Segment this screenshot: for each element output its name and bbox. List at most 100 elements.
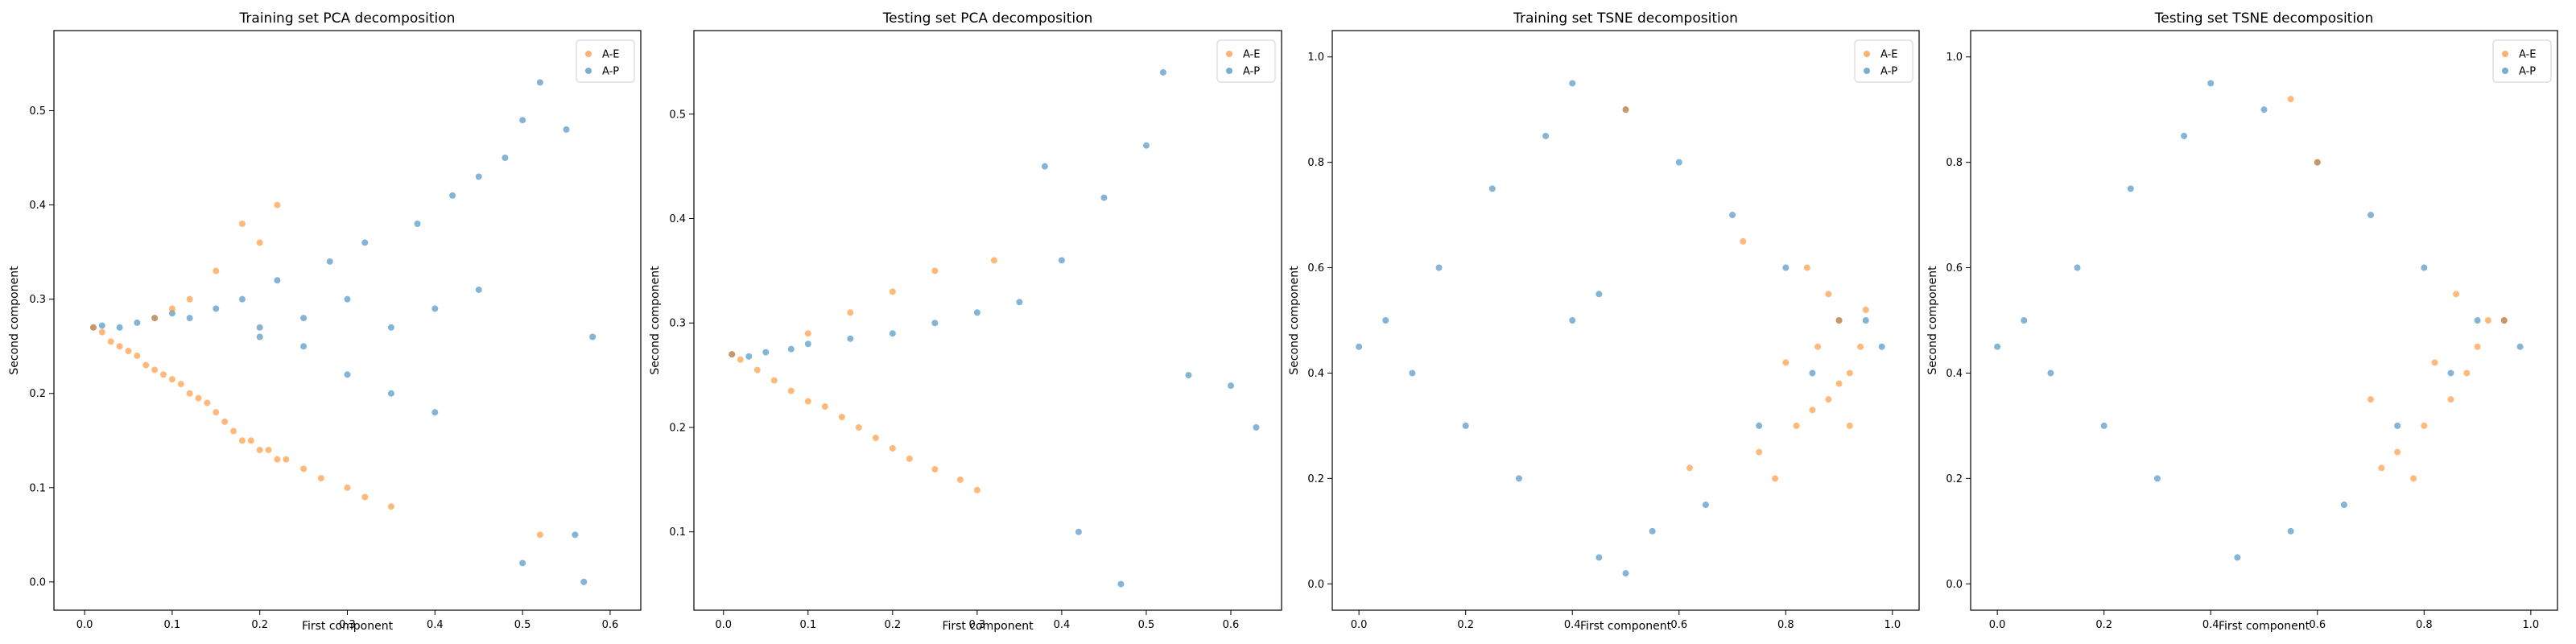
point-a-p <box>2153 475 2161 482</box>
point-a-p <box>1409 369 1416 377</box>
point-a-p <box>580 578 588 585</box>
panel-testing-tsne: Testing set TSNE decomposition First com… <box>1926 10 2558 633</box>
ticks-training-pca: 0.0 0.1 0.2 0.3 0.4 0.5 0.6 0.0 0.1 0.2 0.3 0.4 0.5 <box>29 105 618 631</box>
point-a-e <box>125 348 132 355</box>
ytick-label: 1.0 <box>1946 52 1963 64</box>
point-a-p <box>1462 422 1469 429</box>
point-a-e <box>1772 475 1779 482</box>
point-a-p <box>344 295 351 303</box>
point-a-p <box>1117 580 1125 588</box>
point-a-p <box>1649 527 1656 535</box>
point-a-e <box>1846 369 1853 377</box>
point-a-p <box>238 295 246 303</box>
title-testing-tsne: Testing set TSNE decomposition <box>2154 10 2374 27</box>
point-a-p <box>1994 343 2001 350</box>
legend-marker-a-p <box>2502 68 2508 74</box>
axes-frame-testing-tsne <box>1970 30 2558 611</box>
point-a-p <box>1809 369 1816 377</box>
point-a-p <box>1058 257 1065 264</box>
point-a-e <box>300 465 308 473</box>
point-a-e <box>317 475 324 482</box>
marks-training-tsne <box>1356 80 1885 577</box>
ylabel-testing-tsne: Second component <box>1926 266 1939 375</box>
point-a-e <box>2394 448 2401 456</box>
point-a-p <box>1756 422 1763 429</box>
ytick-label: 0.3 <box>669 318 686 330</box>
point-a-e <box>387 503 394 510</box>
legend-marker-a-e <box>585 51 592 57</box>
legend-marker-a-p <box>1226 68 1232 74</box>
xtick-label: 0.4 <box>427 619 444 631</box>
point-a-e <box>247 437 254 444</box>
point-a-e <box>213 409 220 416</box>
panel-training-pca: Training set PCA decomposition First com… <box>8 10 642 633</box>
point-a-p <box>1142 142 1150 149</box>
point-a-e <box>151 315 159 322</box>
point-a-e <box>256 239 263 246</box>
ytick-label: 0.8 <box>1307 157 1324 169</box>
xtick-label: 0.3 <box>339 619 356 631</box>
point-a-e <box>1740 237 1747 245</box>
point-a-p <box>1622 570 1629 577</box>
point-a-p <box>1675 159 1682 166</box>
xtick-label: 0.6 <box>1670 619 1687 631</box>
ytick-label: 0.0 <box>1946 579 1963 591</box>
xtick-label: 0.2 <box>1457 619 1474 631</box>
point-a-p <box>1782 264 1790 271</box>
point-a-p <box>536 79 543 86</box>
point-a-p <box>449 192 456 199</box>
point-a-e <box>1814 343 1822 350</box>
point-a-p <box>344 371 351 378</box>
point-a-e <box>1622 106 1629 114</box>
point-a-p <box>2394 422 2401 429</box>
ylabel-training-tsne: Second component <box>1288 266 1301 375</box>
point-a-e <box>256 446 263 453</box>
ytick-label: 0.6 <box>1307 262 1324 275</box>
point-a-e <box>168 305 175 312</box>
point-a-p <box>2021 317 2028 324</box>
point-a-e <box>2484 317 2491 324</box>
xtick-label: 0.8 <box>2416 619 2433 631</box>
point-a-p <box>256 333 263 341</box>
point-a-e <box>1803 264 1810 271</box>
xlabel-testing-tsne: First component <box>2219 620 2310 633</box>
point-a-p <box>1596 291 1603 298</box>
xlabel-training-tsne: First component <box>1580 620 1672 633</box>
point-a-e <box>2378 464 2385 472</box>
xtick-label: 0.2 <box>884 619 901 631</box>
point-a-e <box>990 257 997 264</box>
point-a-p <box>1569 80 1576 87</box>
point-a-e <box>1782 359 1790 366</box>
point-a-e <box>2431 359 2438 366</box>
axes-frame-training-tsne <box>1331 30 1920 611</box>
xtick-label: 0.6 <box>2309 619 2326 631</box>
point-a-e <box>2421 422 2428 429</box>
ytick-label: 0.3 <box>29 294 46 306</box>
xtick-label: 0.6 <box>602 619 619 631</box>
point-a-p <box>98 322 105 329</box>
point-a-e <box>872 434 879 441</box>
legend-testing-pca: A-E A-P <box>1216 39 1276 83</box>
title-training-tsne: Training set TSNE decomposition <box>1513 10 1738 27</box>
point-a-p <box>2368 212 2375 219</box>
ytick-label: 0.4 <box>1307 368 1324 380</box>
point-a-e <box>753 366 761 374</box>
ytick-label: 0.4 <box>1946 368 1963 380</box>
point-a-p <box>1159 68 1166 76</box>
point-a-e <box>2314 159 2321 166</box>
point-a-e <box>737 356 744 363</box>
point-a-p <box>804 341 811 348</box>
legend-label-a-e: A-E <box>2519 49 2537 61</box>
xtick-label: 0.5 <box>1138 619 1155 631</box>
point-a-e <box>906 455 913 462</box>
point-a-p <box>762 349 770 356</box>
ytick-label: 0.2 <box>1946 473 1963 485</box>
point-a-p <box>563 126 570 133</box>
ytick-label: 0.4 <box>669 213 686 225</box>
point-a-e <box>804 398 811 405</box>
point-a-e <box>838 414 845 420</box>
point-a-e <box>177 381 184 388</box>
point-a-p <box>931 320 939 327</box>
point-a-p <box>973 309 980 316</box>
